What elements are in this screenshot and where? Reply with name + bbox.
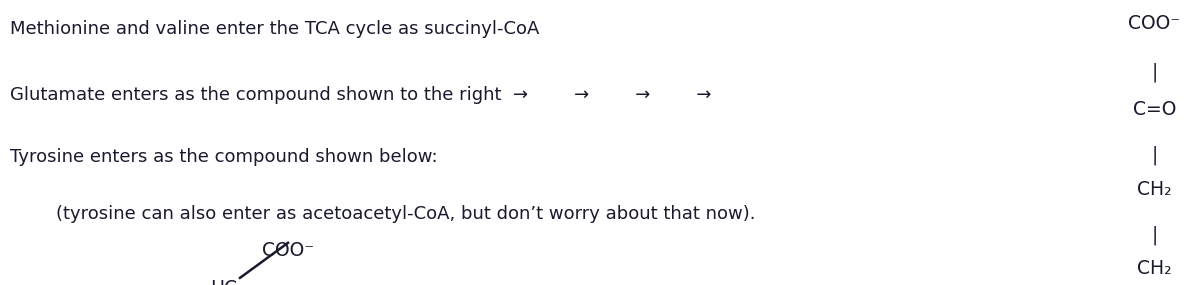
Text: Methionine and valine enter the TCA cycle as succinyl-CoA: Methionine and valine enter the TCA cycl… (10, 20, 539, 38)
Text: COO⁻: COO⁻ (262, 241, 313, 260)
Text: |: | (1151, 225, 1158, 245)
Text: Glutamate enters as the compound shown to the right  →        →        →        : Glutamate enters as the compound shown t… (10, 86, 712, 103)
Text: CH₂: CH₂ (1138, 259, 1171, 278)
Text: |: | (1151, 145, 1158, 165)
Text: (tyrosine can also enter as acetoacetyl-CoA, but don’t worry about that now).: (tyrosine can also enter as acetoacetyl-… (10, 205, 755, 223)
Text: HC: HC (210, 279, 238, 285)
Text: COO⁻: COO⁻ (1128, 14, 1181, 33)
Text: C=O: C=O (1133, 100, 1176, 119)
Text: |: | (1151, 63, 1158, 82)
Text: CH₂: CH₂ (1138, 180, 1171, 199)
Text: Tyrosine enters as the compound shown below:: Tyrosine enters as the compound shown be… (10, 148, 437, 166)
